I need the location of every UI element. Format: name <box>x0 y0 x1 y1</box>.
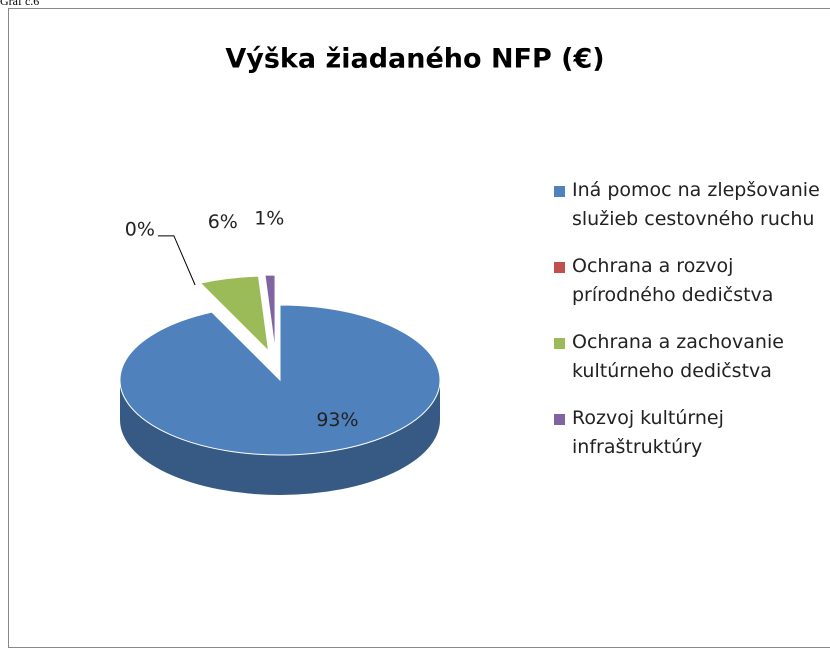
legend: Iná pomoc na zlepšovanie služieb cestovn… <box>550 176 820 480</box>
legend-label: Ochrana a rozvoj prírodného dedičstva <box>572 255 774 306</box>
legend-item: Iná pomoc na zlepšovanie služieb cestovn… <box>550 176 820 234</box>
legend-swatch <box>554 186 565 197</box>
legend-swatch <box>554 338 565 349</box>
legend-item: Rozvoj kultúrnej infraštruktúry <box>550 404 820 462</box>
legend-label: Iná pomoc na zlepšovanie služieb cestovn… <box>572 179 820 230</box>
leader-line <box>157 235 196 286</box>
legend-item: Ochrana a zachovanie kultúrneho dedičstv… <box>550 328 820 386</box>
data-label: 0% <box>125 218 155 240</box>
slice <box>119 304 441 456</box>
legend-swatch <box>554 414 565 425</box>
legend-label: Ochrana a zachovanie kultúrneho dedičstv… <box>572 331 784 382</box>
data-label: 93% <box>316 409 358 431</box>
slice-side <box>120 380 440 495</box>
legend-swatch <box>554 262 565 273</box>
legend-item: Ochrana a rozvoj prírodného dedičstva <box>550 252 820 310</box>
legend-label: Rozvoj kultúrnej infraštruktúry <box>572 407 724 458</box>
caption: Graf č.6 <box>0 0 40 8</box>
data-label: 6% <box>208 211 238 233</box>
chart-title: Výška žiadaného NFP (€) <box>225 44 604 75</box>
slice <box>264 274 276 351</box>
data-label: 1% <box>254 207 284 229</box>
slice <box>199 275 270 353</box>
